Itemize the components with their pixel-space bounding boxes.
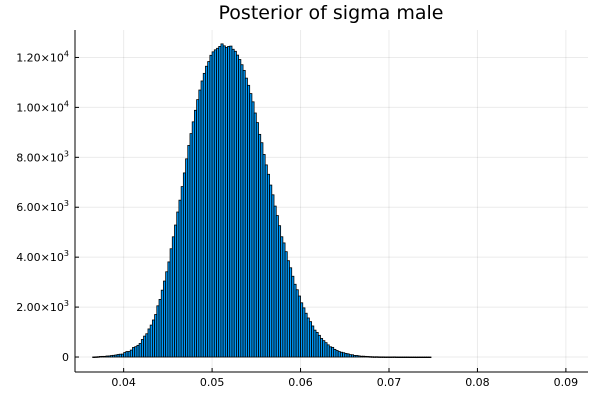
y-tick-label: 0 — [62, 351, 69, 364]
x-tick-label: 0.07 — [377, 376, 402, 389]
y-axis-ticks: 0 2.00×103 4.00×103 6.00×103 8.00×103 1.00×10… — [16, 49, 79, 364]
y-tick-label: 6.00×103 — [16, 199, 69, 214]
grid-lines — [75, 30, 588, 372]
x-tick-label: 0.06 — [288, 376, 313, 389]
x-tick-label: 0.04 — [111, 376, 136, 389]
x-tick-label: 0.08 — [465, 376, 490, 389]
y-tick-label: 1.00×104 — [16, 99, 69, 114]
x-tick-label: 0.09 — [554, 376, 579, 389]
y-tick-label: 8.00×103 — [16, 149, 69, 164]
x-axis-ticks: 0.04 0.05 0.06 0.07 0.08 0.09 — [111, 368, 578, 389]
y-tick-label: 2.00×103 — [16, 299, 69, 314]
axes — [74, 30, 588, 373]
y-tick-label: 4.00×103 — [16, 249, 69, 264]
y-tick-label: 1.20×104 — [16, 49, 69, 64]
x-tick-label: 0.05 — [200, 376, 225, 389]
histogram-bar — [428, 356, 432, 359]
chart-title: Posterior of sigma male — [219, 2, 444, 24]
histogram-bars — [92, 43, 432, 359]
